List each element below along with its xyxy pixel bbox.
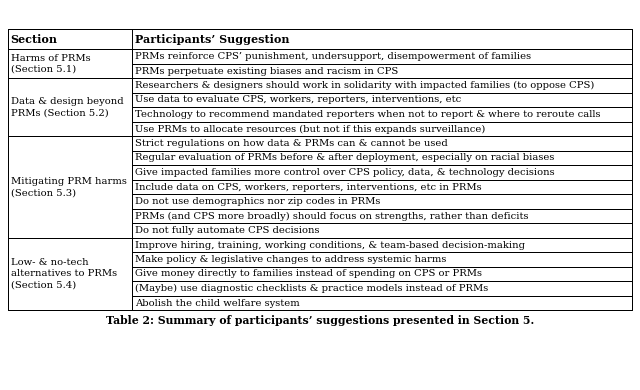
Bar <box>132 209 632 223</box>
Text: Researchers & designers should work in solidarity with impacted families (to opp: Researchers & designers should work in s… <box>136 81 595 90</box>
Text: Use data to evaluate CPS, workers, reporters, interventions, etc: Use data to evaluate CPS, workers, repor… <box>136 96 461 105</box>
Bar <box>132 107 632 122</box>
Bar <box>132 252 632 267</box>
Text: Give impacted families more control over CPS policy, data, & technology decision: Give impacted families more control over… <box>136 168 555 177</box>
Bar <box>8 78 132 136</box>
Text: PRMs perpetuate existing biases and racism in CPS: PRMs perpetuate existing biases and raci… <box>136 67 399 76</box>
Bar <box>132 281 632 296</box>
Bar <box>132 49 632 64</box>
Text: Mitigating PRM harms
(Section 5.3): Mitigating PRM harms (Section 5.3) <box>11 177 127 197</box>
Text: Participants’ Suggestion: Participants’ Suggestion <box>136 34 290 45</box>
Bar <box>132 136 632 151</box>
Bar <box>132 122 632 136</box>
Text: Include data on CPS, workers, reporters, interventions, etc in PRMs: Include data on CPS, workers, reporters,… <box>136 183 482 191</box>
Text: Do not fully automate CPS decisions: Do not fully automate CPS decisions <box>136 226 320 235</box>
Bar <box>132 93 632 107</box>
Bar <box>132 78 632 93</box>
Bar <box>132 180 632 194</box>
Text: Give money directly to families instead of spending on CPS or PRMs: Give money directly to families instead … <box>136 269 483 278</box>
Text: Section: Section <box>11 34 58 45</box>
Bar <box>8 49 132 78</box>
Text: Improve hiring, training, working conditions, & team-based decision-making: Improve hiring, training, working condit… <box>136 241 525 250</box>
Text: (Maybe) use diagnostic checklists & practice models instead of PRMs: (Maybe) use diagnostic checklists & prac… <box>136 284 489 293</box>
Text: Do not use demographics nor zip codes in PRMs: Do not use demographics nor zip codes in… <box>136 197 381 206</box>
Bar <box>8 136 132 238</box>
Text: Technology to recommend mandated reporters when not to report & where to reroute: Technology to recommend mandated reporte… <box>136 110 601 119</box>
Text: PRMs (and CPS more broadly) should focus on strengths, rather than deficits: PRMs (and CPS more broadly) should focus… <box>136 211 529 221</box>
Bar <box>8 29 632 310</box>
Bar <box>132 267 632 281</box>
Text: PRMs reinforce CPS’ punishment, undersupport, disempowerment of families: PRMs reinforce CPS’ punishment, undersup… <box>136 52 532 61</box>
Bar <box>132 194 632 209</box>
Text: Abolish the child welfare system: Abolish the child welfare system <box>136 298 300 307</box>
Text: Make policy & legislative changes to address systemic harms: Make policy & legislative changes to add… <box>136 255 447 264</box>
Text: Strict regulations on how data & PRMs can & cannot be used: Strict regulations on how data & PRMs ca… <box>136 139 448 148</box>
Bar <box>132 238 632 252</box>
Bar <box>132 165 632 180</box>
Bar <box>8 238 132 310</box>
Text: Table 2: Summary of participants’ suggestions presented in Section 5.: Table 2: Summary of participants’ sugges… <box>106 315 534 326</box>
Text: Use PRMs to allocate resources (but not if this expands surveillance): Use PRMs to allocate resources (but not … <box>136 124 486 133</box>
Bar <box>8 29 632 49</box>
Text: Harms of PRMs
(Section 5.1): Harms of PRMs (Section 5.1) <box>11 53 90 74</box>
Bar <box>132 151 632 165</box>
Bar <box>132 64 632 78</box>
Text: Regular evaluation of PRMs before & after deployment, especially on racial biase: Regular evaluation of PRMs before & afte… <box>136 154 555 163</box>
Bar <box>132 296 632 310</box>
Text: Data & design beyond
PRMs (Section 5.2): Data & design beyond PRMs (Section 5.2) <box>11 97 124 117</box>
Text: Low- & no-tech
alternatives to PRMs
(Section 5.4): Low- & no-tech alternatives to PRMs (Sec… <box>11 258 117 290</box>
Bar <box>132 223 632 238</box>
